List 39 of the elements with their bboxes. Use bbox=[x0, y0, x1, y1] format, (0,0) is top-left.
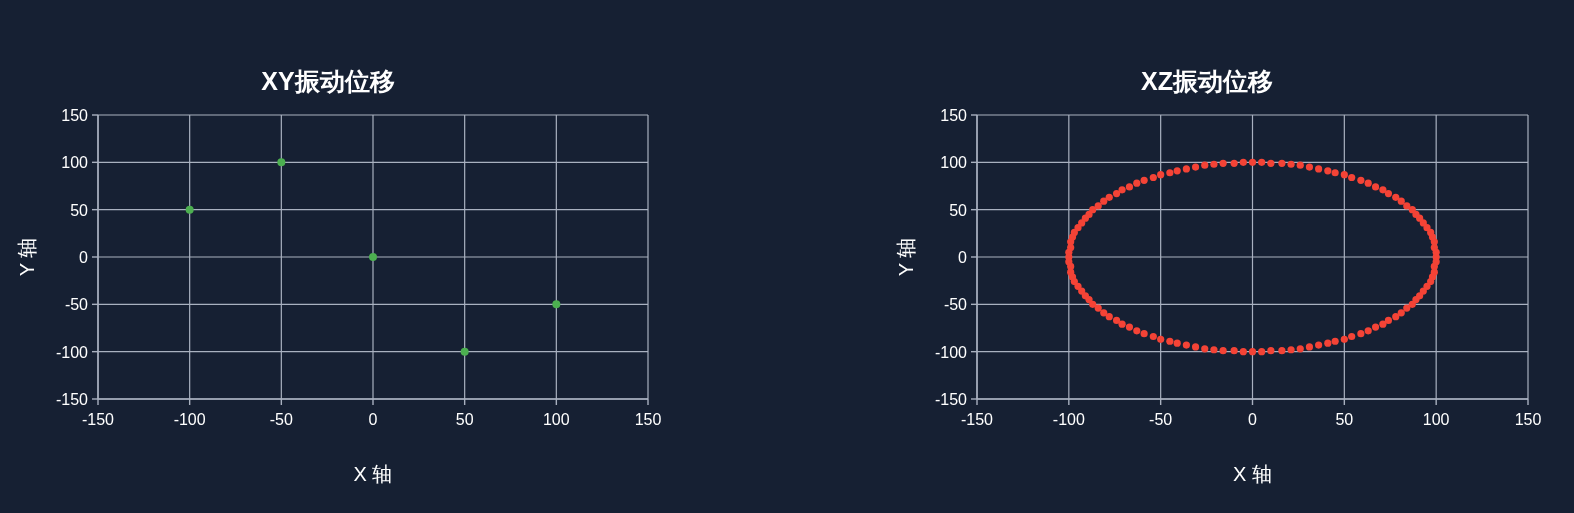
x-tick-label: 100 bbox=[1422, 411, 1450, 428]
x-tick-label: -100 bbox=[1052, 411, 1085, 428]
chart-title: XZ振动位移 bbox=[1141, 67, 1273, 95]
y-tick-label: 0 bbox=[958, 249, 968, 266]
y-tick-label: 50 bbox=[949, 201, 968, 219]
x-tick-label: -150 bbox=[960, 411, 994, 428]
point bbox=[369, 253, 377, 261]
x-axis-title: X 轴 bbox=[353, 463, 393, 485]
y-tick-label: 100 bbox=[61, 154, 89, 172]
y-tick-label: -50 bbox=[943, 296, 968, 314]
x-tick-label: 0 bbox=[1248, 411, 1258, 428]
y-tick-label: -100 bbox=[55, 343, 89, 361]
x-tick-label: 150 bbox=[634, 411, 662, 428]
x-axis-title: X 轴 bbox=[1233, 463, 1272, 485]
y-tick-label: 150 bbox=[61, 107, 89, 124]
x-tick-label: -100 bbox=[173, 411, 206, 428]
y-tick-label: 0 bbox=[79, 249, 89, 266]
y-tick-label: 100 bbox=[940, 154, 968, 172]
x-tick-label: 100 bbox=[542, 411, 570, 428]
chart-title: XY振动位移 bbox=[261, 67, 395, 95]
y-tick-label: -150 bbox=[934, 391, 968, 408]
x-tick-label: 50 bbox=[1335, 411, 1354, 428]
y-axis-title: Y 轴 bbox=[16, 237, 38, 277]
x-tick-label: 50 bbox=[455, 411, 474, 428]
point bbox=[552, 300, 561, 309]
y-tick-label: -150 bbox=[55, 391, 89, 408]
y-tick-label: -50 bbox=[64, 296, 89, 314]
x-tick-label: -50 bbox=[1149, 411, 1173, 428]
x-tick-label: 0 bbox=[368, 411, 378, 428]
point bbox=[185, 205, 194, 214]
point bbox=[277, 158, 286, 167]
x-tick-label: 150 bbox=[1514, 411, 1542, 428]
y-tick-label: -100 bbox=[934, 343, 968, 361]
point bbox=[460, 347, 469, 356]
x-tick-label: -50 bbox=[269, 411, 293, 428]
y-axis-title: Y 轴 bbox=[895, 237, 917, 277]
y-tick-label: 50 bbox=[70, 201, 89, 219]
x-tick-label: -150 bbox=[81, 411, 115, 428]
y-tick-label: 150 bbox=[940, 107, 968, 124]
